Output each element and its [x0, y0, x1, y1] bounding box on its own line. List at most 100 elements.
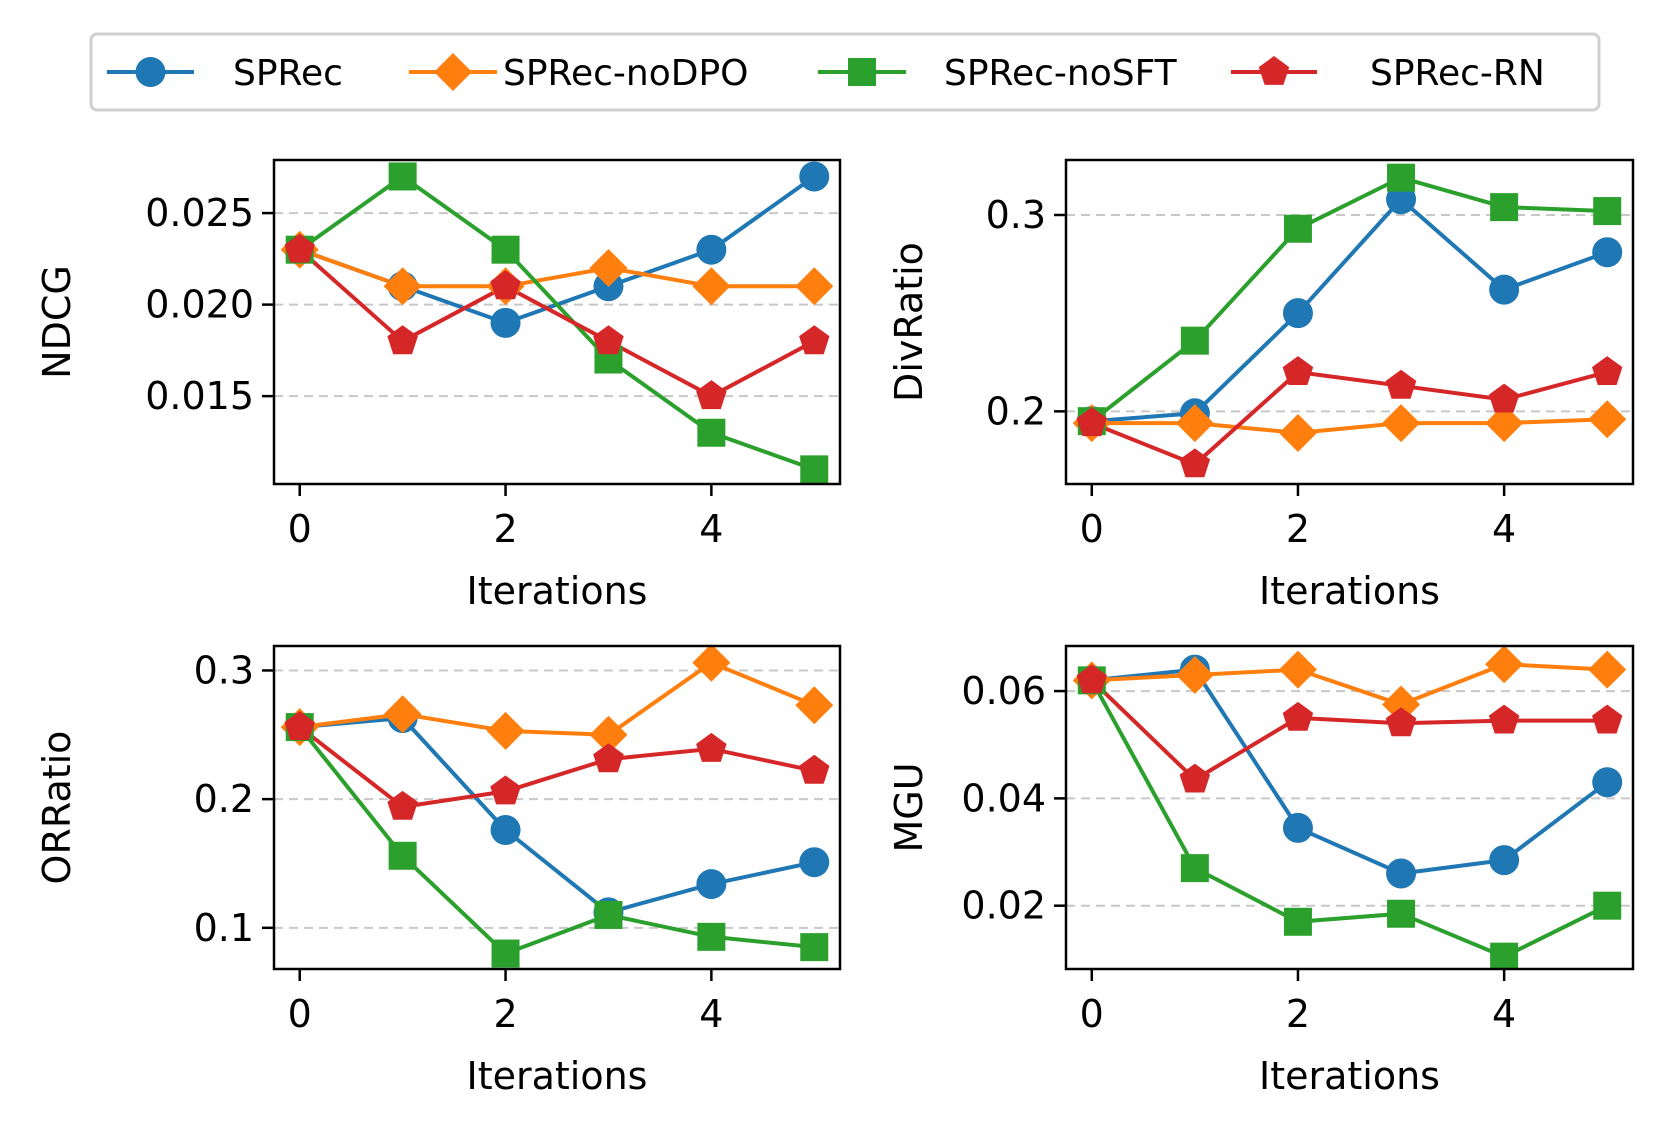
legend-item-sprec-nodpo: SPRec-noDPO: [409, 53, 749, 94]
data-point-sprec-nosft: [1180, 854, 1209, 883]
data-point-sprec-nodpo: [1588, 650, 1627, 689]
legend-label: SPRec-RN: [1370, 53, 1545, 94]
x-tick-label: 2: [1286, 992, 1310, 1036]
data-point-sprec-nodpo: [1175, 404, 1214, 443]
series-line-sprec-nodpo: [299, 660, 816, 737]
data-point-sprec-nosft: [594, 900, 623, 929]
data-point-sprec: [799, 161, 830, 192]
y-tick-label: 0.3: [194, 648, 254, 692]
series-line-sprec-nodpo: [299, 247, 815, 289]
data-point-sprec: [490, 815, 521, 846]
data-point-sprec-nosft: [800, 455, 829, 484]
series-line-sprec: [1091, 197, 1608, 424]
series-line-sprec-rn: [298, 248, 816, 399]
axes-frame: [272, 644, 842, 971]
subplot-divratio: 0.2 0.3 0 2 4 Iterations DivRatio: [887, 158, 1635, 613]
data-point-sprec-rn: [1488, 704, 1520, 734]
data-point-sprec-nodpo: [383, 695, 422, 734]
data-point-sprec-nodpo: [1382, 404, 1421, 443]
legend-marker-diamond: [434, 53, 472, 91]
x-axis-label: Iterations: [1259, 569, 1440, 613]
legend-label: SPRec-noDPO: [503, 53, 749, 94]
legend-marker-circle: [135, 57, 166, 87]
data-point-sprec-nosft: [1387, 899, 1416, 928]
legend-label: SPRec: [233, 53, 343, 94]
data-point-sprec: [696, 234, 727, 265]
data-point-sprec-nodpo: [1278, 413, 1317, 452]
data-point-sprec-rn: [1592, 704, 1623, 734]
legend-label: SPRec-noSFT: [944, 53, 1178, 94]
data-point-sprec-nodpo: [795, 686, 834, 725]
legend-marker-square: [848, 58, 876, 86]
data-point-sprec: [1282, 298, 1313, 329]
data-point-sprec-nosft: [1180, 326, 1209, 355]
x-tick-label: 4: [699, 992, 723, 1036]
x-tick-label: 0: [1080, 507, 1104, 551]
data-point-sprec-rn: [1076, 664, 1107, 694]
y-tick-label: 0.3: [986, 193, 1046, 237]
x-axis-label: Iterations: [1259, 1054, 1440, 1098]
series-line-sprec-rn: [1090, 678, 1608, 782]
plot-area: [280, 161, 834, 484]
data-point-sprec-rn: [387, 790, 418, 820]
x-tick-label: 0: [1080, 992, 1104, 1036]
data-point-sprec-nodpo: [1175, 655, 1214, 694]
data-point-sprec-nosft: [697, 418, 726, 447]
y-tick-label: 0.015: [145, 374, 254, 418]
data-point-sprec-nosft: [388, 841, 417, 870]
data-point-sprec-nosft: [800, 933, 829, 962]
data-point-sprec: [1386, 184, 1417, 215]
series-line-sprec-nosft: [298, 174, 815, 472]
data-point-sprec-rn: [1488, 383, 1520, 413]
series-line-sprec-nodpo: [1091, 662, 1608, 707]
axes-frame: [1064, 158, 1635, 486]
legend-item-sprec-nosft: SPRec-noSFT: [818, 53, 1178, 94]
x-axis-label: Iterations: [467, 1054, 648, 1098]
data-point-sprec-nodpo: [692, 646, 731, 682]
data-point-sprec-nosft: [491, 235, 520, 264]
legend-item-sprec-rn: SPRec-RN: [1231, 53, 1545, 94]
data-point-sprec: [490, 307, 521, 338]
data-point-sprec-nosft: [697, 922, 726, 951]
plot-area: [1072, 646, 1627, 969]
series-line-sprec-nodpo: [1091, 417, 1608, 435]
data-point-sprec: [1386, 858, 1417, 889]
data-point-sprec-rn: [1179, 448, 1211, 478]
subplot-orratio: 0.1 0.2 0.3 0 2 4 Iterations ORRatio: [35, 644, 842, 1098]
axes-frame: [1064, 644, 1635, 971]
data-point-sprec-rn: [1385, 707, 1417, 737]
data-point-sprec-rn: [593, 743, 624, 773]
y-tick-label: 0.02: [961, 884, 1046, 928]
data-point-sprec-rn: [284, 711, 315, 740]
data-point-sprec-nosft: [1387, 163, 1416, 192]
data-point-sprec-rn: [1592, 356, 1623, 385]
x-tick-label: 4: [1492, 992, 1516, 1036]
data-point-sprec-nosft: [1490, 942, 1519, 969]
data-point-sprec: [696, 869, 727, 900]
y-tick-label: 0.2: [986, 389, 1046, 433]
series-line-sprec-nosft: [1090, 175, 1608, 423]
data-point-sprec-nodpo: [692, 267, 731, 306]
plot-area: [280, 646, 834, 968]
data-point-sprec-nosft: [1283, 214, 1312, 243]
series-line-sprec-nosft: [1090, 679, 1609, 959]
data-point-sprec-rn: [490, 775, 521, 805]
x-tick-label: 2: [493, 992, 517, 1036]
data-point-sprec-nosft: [1283, 907, 1312, 936]
x-tick-label: 0: [288, 992, 312, 1036]
x-tick-label: 0: [288, 507, 312, 551]
data-point-sprec-rn: [387, 325, 418, 355]
data-point-sprec-rn: [1282, 356, 1314, 385]
y-axis-label: DivRatio: [887, 242, 931, 402]
x-tick-label: 4: [1492, 507, 1516, 551]
data-point-sprec: [1489, 845, 1520, 876]
y-tick-label: 0.025: [145, 191, 254, 235]
y-tick-label: 0.06: [961, 669, 1046, 713]
data-point-sprec-nodpo: [1278, 650, 1317, 689]
data-point-sprec-nosft: [491, 939, 520, 968]
data-point-sprec-rn: [696, 380, 727, 410]
data-point-sprec-rn: [1385, 369, 1417, 399]
y-axis-label: MGU: [887, 762, 931, 852]
x-tick-label: 2: [493, 507, 517, 551]
